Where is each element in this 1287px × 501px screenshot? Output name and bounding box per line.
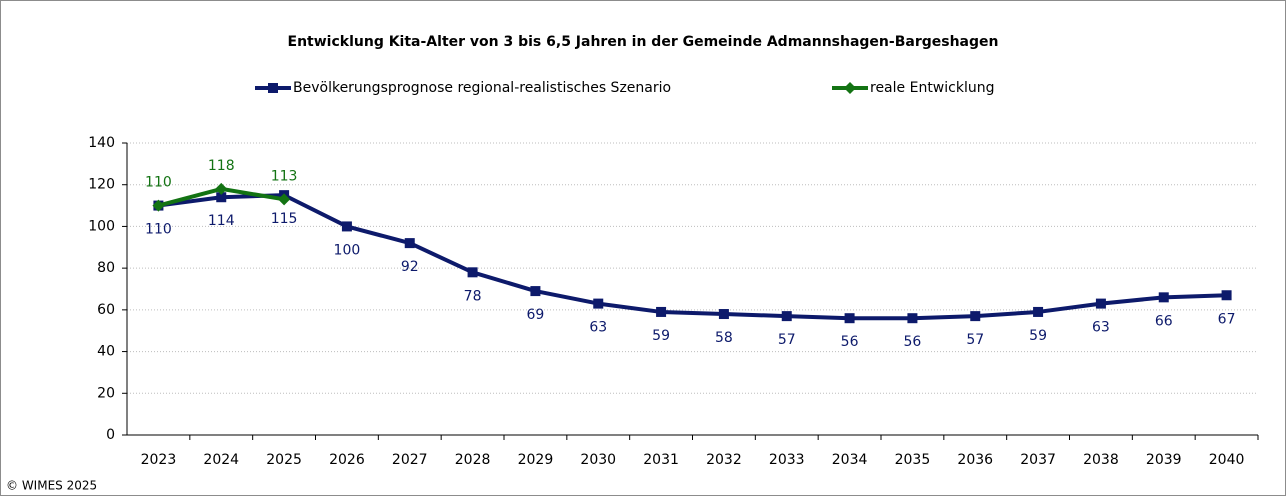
x-tick-label: 2034 — [832, 452, 868, 468]
x-tick-label: 2028 — [455, 452, 491, 468]
series-line — [158, 193, 1227, 321]
x-tick-label: 2036 — [957, 452, 993, 468]
x-tick-label: 2027 — [392, 452, 428, 468]
copyright: © WIMES 2025 — [6, 479, 97, 493]
data-label: 56 — [904, 334, 922, 350]
point-marker — [1095, 298, 1106, 309]
y-tick-label: 80 — [97, 260, 115, 276]
point-marker — [215, 182, 228, 195]
data-label: 66 — [1155, 313, 1173, 329]
data-label: 118 — [208, 158, 235, 174]
x-tick-label: 2039 — [1146, 452, 1182, 468]
data-label: 59 — [652, 328, 670, 344]
point-marker — [404, 238, 415, 249]
y-tick-label: 20 — [97, 385, 115, 401]
legend-label: Bevölkerungsprognose regional-realistisc… — [293, 80, 671, 96]
x-tick-label: 2040 — [1209, 452, 1245, 468]
x-tick-label: 2029 — [518, 452, 554, 468]
y-tick-label: 40 — [97, 344, 115, 360]
data-label: 114 — [208, 213, 235, 229]
x-tick-label: 2035 — [895, 452, 931, 468]
x-tick-label: 2023 — [141, 452, 177, 468]
point-marker — [593, 298, 604, 309]
x-tick-label: 2030 — [580, 452, 616, 468]
y-tick-label: 120 — [88, 177, 115, 193]
data-label: 110 — [145, 222, 172, 238]
x-tick-label: 2038 — [1083, 452, 1119, 468]
point-marker — [341, 221, 352, 232]
point-marker — [718, 309, 729, 320]
x-tick-label: 2024 — [203, 452, 239, 468]
point-marker — [907, 313, 918, 324]
x-tick-label: 2037 — [1020, 452, 1056, 468]
data-label: 113 — [271, 168, 298, 184]
point-marker — [1221, 290, 1232, 301]
data-label: 57 — [966, 332, 984, 348]
data-label: 110 — [145, 175, 172, 191]
data-label: 58 — [715, 330, 733, 346]
y-tick-label: 140 — [88, 135, 115, 151]
point-marker — [1033, 306, 1044, 317]
chart-title: Entwicklung Kita-Alter von 3 bis 6,5 Jah… — [288, 34, 999, 50]
data-label: 63 — [589, 320, 607, 336]
y-tick-label: 60 — [97, 302, 115, 318]
point-marker — [467, 267, 478, 278]
point-marker — [278, 193, 291, 206]
point-marker — [530, 286, 541, 297]
x-tick-label: 2025 — [266, 452, 302, 468]
point-marker — [970, 311, 981, 322]
point-marker — [656, 306, 667, 317]
data-label: 78 — [464, 288, 482, 304]
x-tick-label: 2033 — [769, 452, 805, 468]
point-marker — [781, 311, 792, 322]
data-label: 63 — [1092, 320, 1110, 336]
point-marker — [1158, 292, 1169, 303]
data-label: 67 — [1218, 311, 1236, 327]
data-label: 57 — [778, 332, 796, 348]
y-tick-label: 0 — [106, 427, 115, 443]
point-marker — [844, 313, 855, 324]
legend-marker — [268, 83, 278, 93]
data-label: 92 — [401, 259, 419, 275]
legend-marker — [844, 82, 856, 94]
point-marker — [216, 192, 227, 203]
data-label: 115 — [271, 211, 298, 227]
data-label: 59 — [1029, 328, 1047, 344]
point-marker — [152, 199, 165, 212]
data-label: 100 — [334, 242, 361, 258]
legend-label: reale Entwicklung — [870, 80, 994, 96]
data-label: 69 — [527, 307, 545, 323]
x-tick-label: 2031 — [643, 452, 679, 468]
data-label: 56 — [841, 334, 859, 350]
x-tick-label: 2032 — [706, 452, 742, 468]
y-tick-label: 100 — [88, 218, 115, 234]
x-tick-label: 2026 — [329, 452, 365, 468]
